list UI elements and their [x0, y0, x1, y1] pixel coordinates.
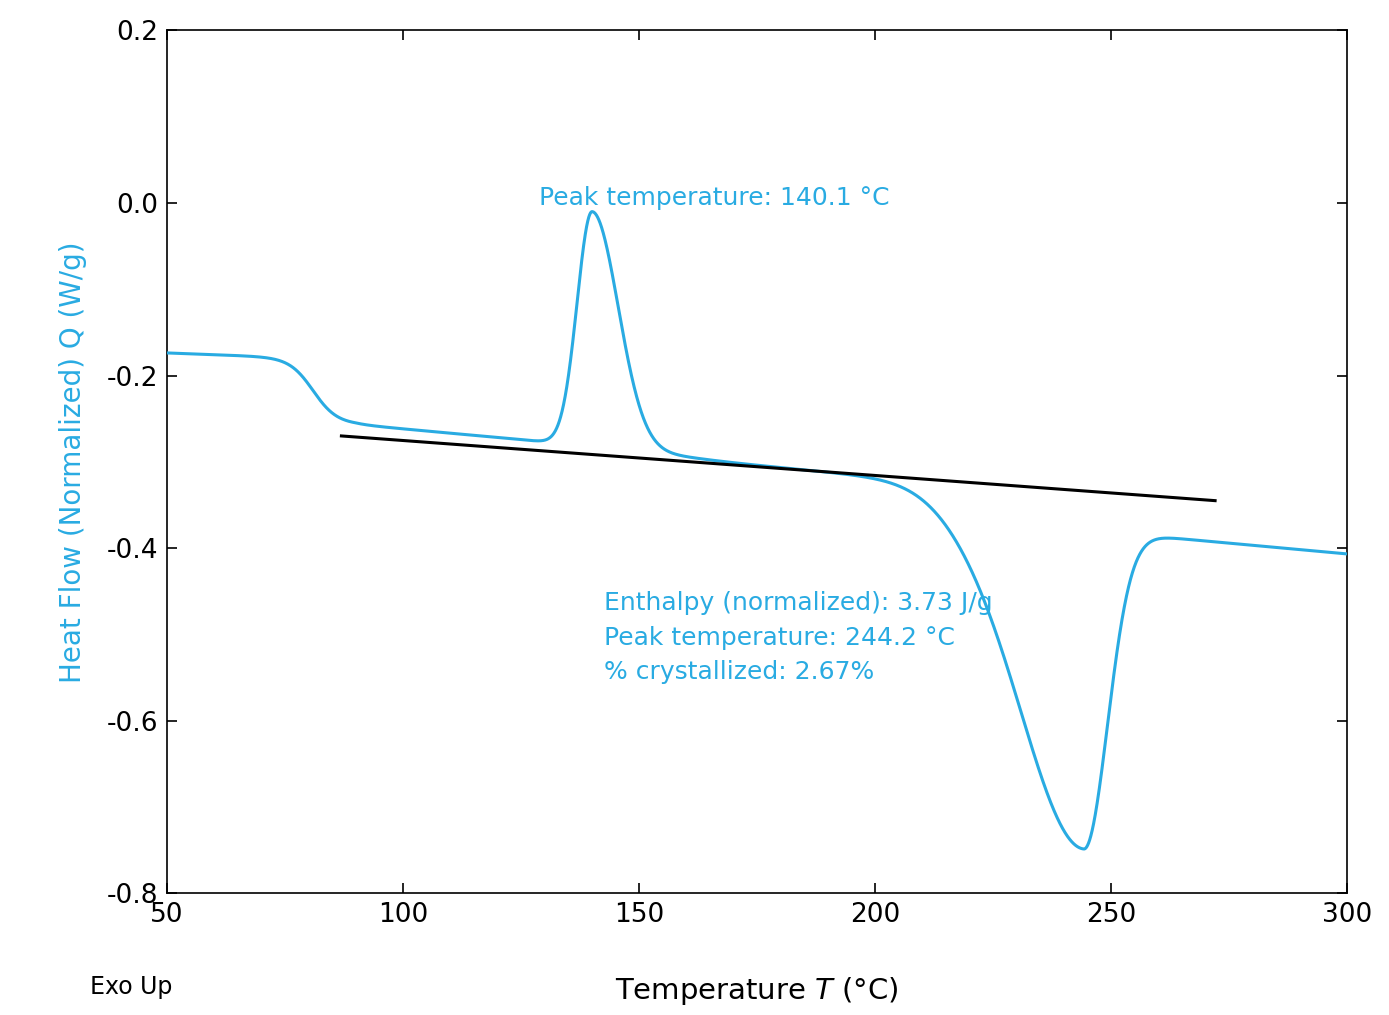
- Text: Peak temperature: 140.1 °C: Peak temperature: 140.1 °C: [539, 186, 889, 210]
- Text: Enthalpy (normalized): 3.73 J/g
Peak temperature: 244.2 °C
% crystallized: 2.67%: Enthalpy (normalized): 3.73 J/g Peak tem…: [603, 591, 992, 684]
- Text: Exo Up: Exo Up: [90, 975, 172, 999]
- Text: Temperature $T$ (°C): Temperature $T$ (°C): [615, 975, 899, 1007]
- Y-axis label: Heat Flow (Normalized) Q (W/g): Heat Flow (Normalized) Q (W/g): [60, 242, 88, 682]
